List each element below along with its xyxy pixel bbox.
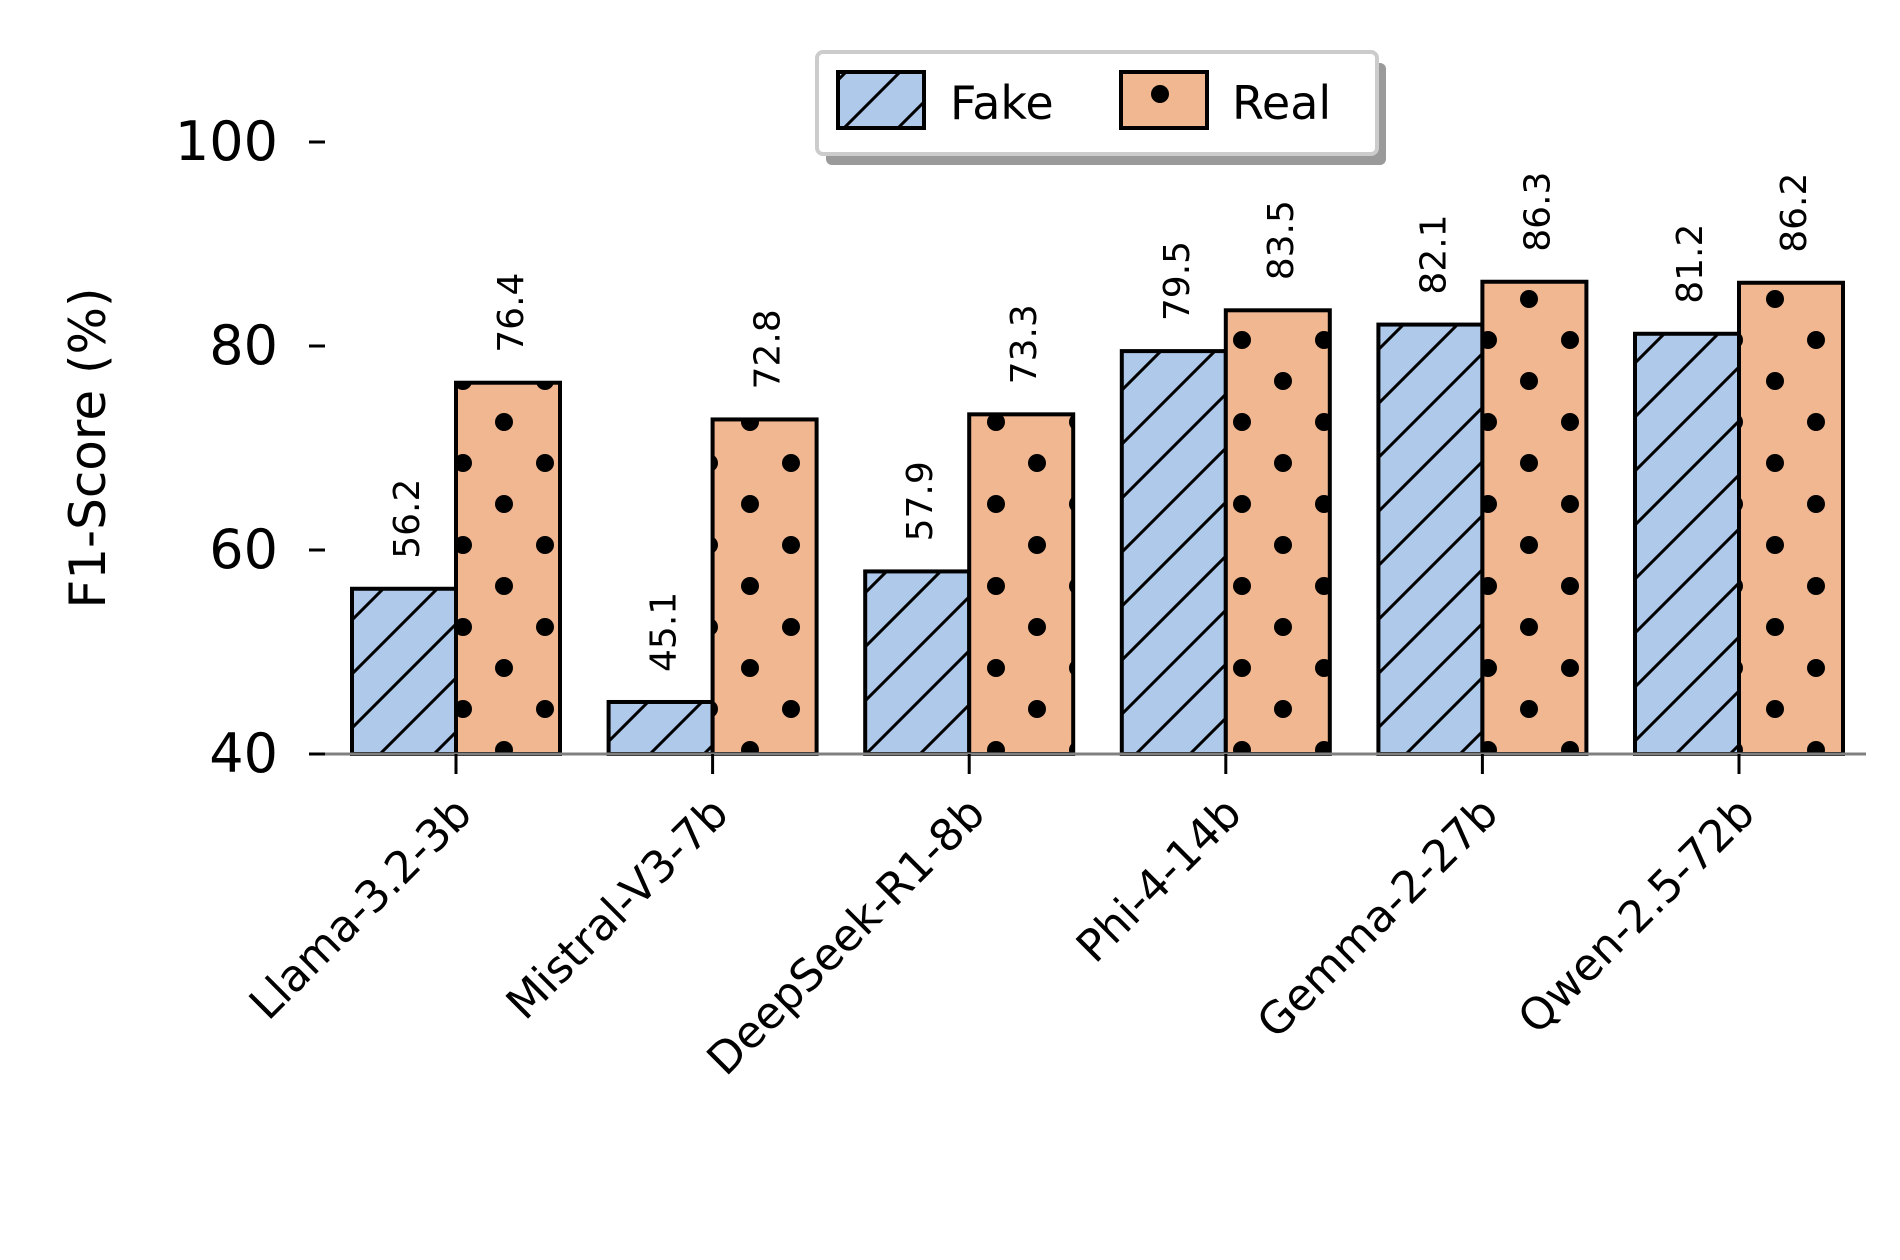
data-label-real-1: 76.4	[491, 273, 532, 353]
legend-swatch-fake	[836, 70, 926, 130]
bar-fake-4	[1119, 349, 1228, 756]
y-tick-label-80: 80	[209, 314, 278, 377]
x-tick-label-5: Gemma-2-27b	[1248, 788, 1509, 1049]
bar-real-5	[1480, 279, 1589, 756]
bar-real-2	[710, 417, 819, 756]
bar-real-3	[967, 412, 1076, 756]
data-label-fake-6: 81.2	[1670, 224, 1711, 304]
legend-label-fake: Fake	[950, 76, 1054, 130]
bar-fake-1	[350, 586, 458, 757]
y-tick-label-40: 40	[209, 722, 278, 785]
data-label-fake-3: 57.9	[900, 461, 941, 541]
data-label-real-3: 73.3	[1004, 304, 1045, 384]
data-label-fake-2: 45.1	[644, 592, 685, 672]
bar-fake-5	[1376, 322, 1485, 756]
bar-real-1	[454, 380, 562, 756]
y-tick-label-60: 60	[209, 518, 278, 581]
data-label-fake-4: 79.5	[1157, 241, 1198, 321]
data-label-real-2: 72.8	[748, 309, 789, 389]
y-axis-label: F1-Score (%)	[59, 287, 117, 608]
x-tick-label-2: Mistral-V3-7b	[497, 788, 739, 1030]
bar-real-4	[1223, 308, 1332, 756]
bar-fake-3	[863, 569, 972, 756]
bar-real-6	[1737, 280, 1845, 756]
bar-fake-6	[1633, 331, 1741, 756]
legend: Fake Real	[815, 50, 1386, 165]
y-tick-label-100: 100	[175, 110, 278, 173]
data-label-real-6: 86.2	[1774, 173, 1815, 253]
legend-swatch-real	[1119, 70, 1209, 130]
legend-frame	[815, 50, 1379, 156]
legend-label-real: Real	[1232, 76, 1331, 130]
data-label-fake-5: 82.1	[1413, 214, 1454, 294]
x-tick-label-3: DeepSeek-R1-8b	[697, 788, 995, 1086]
data-label-fake-1: 56.2	[387, 479, 428, 559]
bar-fake-2	[606, 699, 715, 756]
x-tick-label-6: Qwen-2.5-72b	[1509, 788, 1765, 1044]
data-label-real-4: 83.5	[1261, 200, 1302, 280]
data-label-real-5: 86.3	[1517, 172, 1558, 252]
plot-area: 56.2 76.4 45.1 72.8 57.9 73.3 79.5 83.5 82.1 86.3…	[175, 110, 1866, 1085]
x-tick-label-1: Llama-3.2-3b	[240, 788, 482, 1030]
x-tick-label-4: Phi-4-14b	[1067, 788, 1252, 973]
